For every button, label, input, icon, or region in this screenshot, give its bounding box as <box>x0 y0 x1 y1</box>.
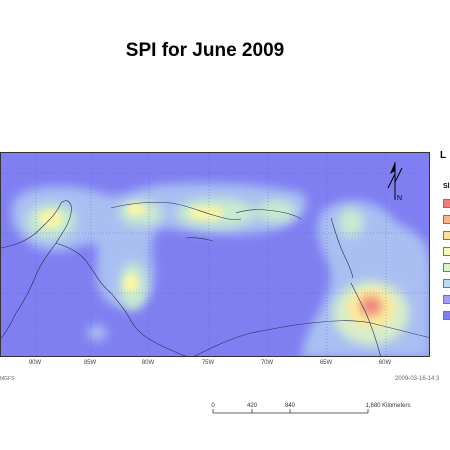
legend-swatch <box>443 247 450 256</box>
scale-label: 840 <box>284 403 296 409</box>
scale-bar <box>212 409 369 414</box>
legend-swatch <box>443 295 450 304</box>
spi-map-canvas <box>1 153 429 356</box>
spi-map <box>0 152 430 357</box>
north-label: N <box>397 195 402 202</box>
north-arrow-icon: N <box>387 162 403 202</box>
legend-swatch <box>443 199 450 208</box>
date-label: 2009-03-16-14:3 <box>395 376 440 382</box>
legend-title: L <box>440 150 447 161</box>
legend-swatch <box>443 311 450 320</box>
longitude-label: 60W <box>378 360 392 366</box>
scale-label: 0 <box>211 403 215 409</box>
legend-swatch <box>443 279 450 288</box>
legend-swatch <box>443 231 450 240</box>
map-title: SPI for June 2009 <box>125 40 285 61</box>
longitude-label: 65W <box>319 360 333 366</box>
graticule <box>1 153 429 356</box>
scale-label: 420 <box>246 403 258 409</box>
legend-swatch <box>443 263 450 272</box>
legend-swatch <box>443 215 450 224</box>
longitude-label: 70W <box>260 360 274 366</box>
longitude-label: 90W <box>28 360 42 366</box>
scale-label: 1,680 Kilometers <box>365 403 411 409</box>
longitude-labels: 90W 85W 80W 75W 70W 65W 60W <box>0 360 430 370</box>
spi-zone-extreme-dry <box>358 294 384 318</box>
longitude-label: 85W <box>83 360 97 366</box>
source-label: MGFS <box>0 376 15 382</box>
coastlines <box>1 200 429 356</box>
longitude-label: 80W <box>141 360 155 366</box>
longitude-label: 75W <box>201 360 215 366</box>
legend-subtitle: Sl <box>443 183 450 190</box>
